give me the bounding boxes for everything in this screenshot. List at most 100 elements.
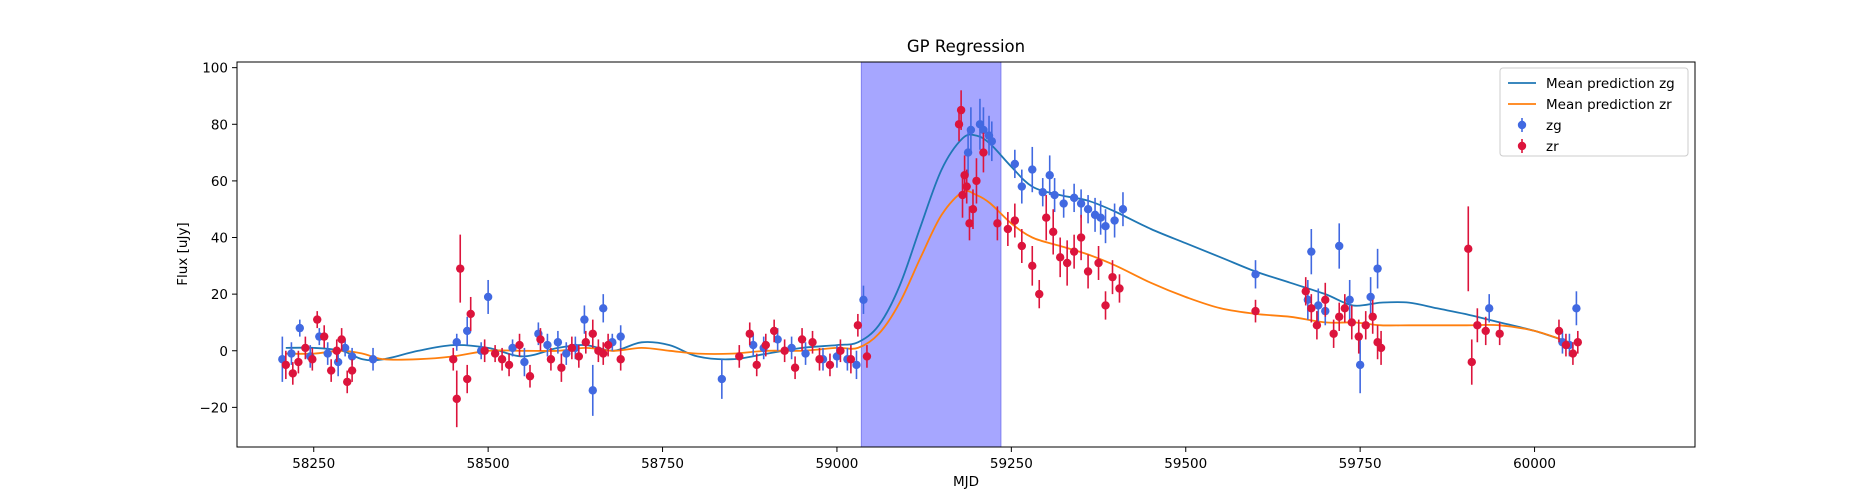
point-zr bbox=[1042, 213, 1051, 222]
point-zr bbox=[1554, 326, 1564, 336]
point-zg bbox=[1373, 264, 1382, 273]
point-zr bbox=[456, 264, 465, 273]
point-zg bbox=[340, 343, 350, 353]
point-zr bbox=[993, 219, 1002, 228]
point-zg bbox=[323, 349, 332, 358]
point-zr bbox=[972, 176, 981, 186]
point-zr bbox=[1464, 244, 1473, 254]
point-zg bbox=[979, 125, 988, 135]
point-zr bbox=[490, 349, 500, 358]
legend-label: Mean prediction zr bbox=[1546, 97, 1672, 113]
point-zr bbox=[960, 171, 969, 180]
y-tick-label: 60 bbox=[211, 174, 228, 190]
point-zr bbox=[480, 346, 489, 355]
point-zr bbox=[1312, 321, 1322, 330]
point-zg bbox=[1251, 270, 1260, 279]
x-tick-label: 58500 bbox=[467, 456, 510, 472]
point-zr bbox=[1368, 312, 1377, 321]
point-zr bbox=[853, 321, 863, 330]
point-zg bbox=[616, 332, 625, 341]
point-zg bbox=[1096, 213, 1105, 222]
point-zr bbox=[815, 355, 824, 364]
point-zr bbox=[1017, 241, 1027, 251]
point-zr bbox=[790, 363, 800, 372]
x-tick-label: 59500 bbox=[1164, 456, 1207, 472]
legend-label: Mean prediction zg bbox=[1546, 76, 1675, 92]
point-zg bbox=[1059, 199, 1068, 208]
x-tick-label: 59750 bbox=[1339, 456, 1382, 472]
point-zr bbox=[308, 355, 317, 364]
point-zr bbox=[603, 340, 613, 350]
point-zr bbox=[1340, 304, 1350, 313]
x-axis-label: MJD bbox=[953, 474, 979, 490]
point-zg bbox=[347, 352, 357, 361]
point-zg bbox=[562, 349, 571, 358]
point-zr bbox=[1361, 321, 1370, 330]
point-zg bbox=[1010, 159, 1020, 169]
point-zr bbox=[862, 352, 872, 361]
point-zg bbox=[580, 315, 589, 324]
legend: Mean prediction zg Mean prediction zr zg zr bbox=[1499, 67, 1689, 157]
point-zg bbox=[1307, 247, 1316, 256]
y-tick-label: 40 bbox=[211, 231, 228, 247]
point-zg bbox=[1045, 171, 1054, 180]
legend-point-swatch bbox=[1517, 141, 1527, 151]
x-tick-label: 58750 bbox=[641, 456, 684, 472]
point-zr bbox=[294, 357, 303, 367]
point-zr bbox=[954, 120, 964, 129]
point-zg bbox=[987, 137, 997, 146]
legend-label: zr bbox=[1546, 139, 1559, 155]
point-zg bbox=[295, 323, 304, 333]
y-tick-label: 0 bbox=[219, 344, 228, 360]
point-zg bbox=[287, 349, 296, 358]
point-zg bbox=[1083, 205, 1093, 214]
point-zg bbox=[1335, 241, 1344, 251]
point-zr bbox=[825, 360, 835, 370]
point-zr bbox=[504, 360, 514, 370]
point-zr bbox=[463, 374, 472, 384]
point-zr bbox=[616, 355, 625, 364]
point-zg bbox=[801, 349, 810, 358]
point-zr bbox=[525, 372, 535, 381]
point-zr bbox=[1568, 349, 1578, 358]
y-tick-label: 20 bbox=[211, 287, 228, 303]
point-zr bbox=[769, 326, 779, 336]
point-zg bbox=[1101, 221, 1110, 231]
point-zr bbox=[546, 355, 556, 364]
point-zr bbox=[1101, 301, 1110, 310]
point-zr bbox=[347, 366, 357, 375]
point-zg bbox=[1345, 295, 1354, 304]
point-zr bbox=[1495, 329, 1504, 338]
point-zg bbox=[749, 340, 758, 350]
point-zg bbox=[368, 355, 378, 364]
point-zr bbox=[797, 335, 807, 344]
point-zg bbox=[463, 326, 472, 336]
y-axis-label: Flux [uJy] bbox=[175, 222, 191, 285]
point-zg bbox=[508, 343, 517, 353]
point-zg bbox=[483, 292, 493, 302]
point-zr bbox=[1049, 227, 1058, 237]
point-zr bbox=[599, 349, 608, 358]
point-zr bbox=[752, 360, 761, 370]
point-zr bbox=[1055, 253, 1065, 262]
point-zg bbox=[1017, 182, 1027, 191]
point-zg bbox=[1028, 165, 1037, 174]
plot-area bbox=[278, 62, 1583, 447]
point-zr bbox=[1561, 340, 1571, 350]
point-zg bbox=[1076, 199, 1086, 208]
plot-frame bbox=[236, 61, 1696, 448]
point-zr bbox=[288, 369, 298, 378]
point-zr bbox=[979, 148, 988, 157]
point-zr bbox=[449, 355, 458, 364]
x-tick-label: 58250 bbox=[292, 456, 335, 472]
point-zg bbox=[1355, 360, 1365, 370]
x-tick-label: 59250 bbox=[990, 456, 1033, 472]
point-zr bbox=[735, 352, 744, 361]
point-zr bbox=[337, 335, 346, 344]
point-zg bbox=[1118, 205, 1128, 214]
point-zr bbox=[956, 105, 966, 115]
point-zg bbox=[966, 125, 976, 135]
point-zr bbox=[301, 343, 310, 353]
point-zr bbox=[1467, 357, 1476, 367]
